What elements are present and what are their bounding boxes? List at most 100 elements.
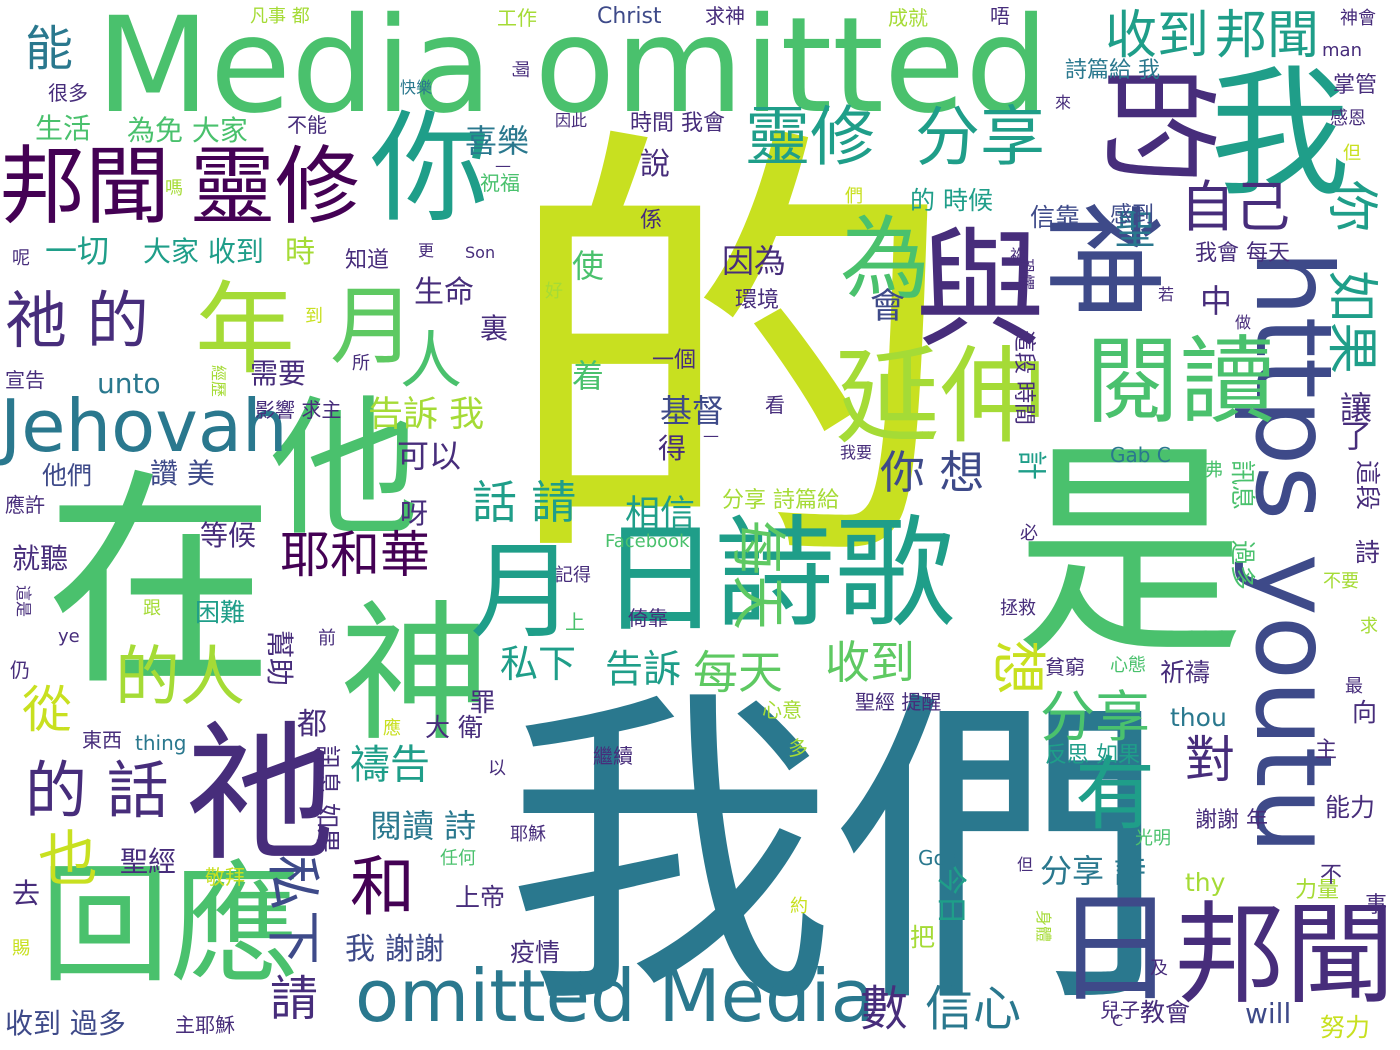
cloud-word: 心態: [1110, 655, 1146, 676]
cloud-word: 時: [285, 235, 315, 270]
cloud-word: Facebook: [605, 531, 690, 552]
cloud-word: 能: [25, 21, 74, 77]
cloud-word: 人: [400, 324, 463, 397]
cloud-word: 私下: [261, 855, 325, 966]
cloud-word: 耶穌: [510, 824, 546, 845]
cloud-word: 係: [640, 208, 663, 233]
cloud-word: 靈修: [745, 100, 876, 175]
cloud-word: 邦聞: [0, 138, 171, 237]
cloud-word: 我要: [840, 443, 873, 462]
cloud-word: 話 請: [472, 476, 577, 529]
cloud-word: 訊息 如果: [313, 745, 342, 853]
cloud-word: 日: [600, 510, 720, 649]
cloud-word: 祢: [1010, 246, 1027, 265]
cloud-word: ye: [58, 626, 80, 647]
cloud-word: 工作: [497, 6, 537, 30]
cloud-word: 的: [500, 92, 960, 627]
cloud-word: 謝謝 年: [1195, 808, 1268, 833]
cloud-word: Gab C: [1110, 443, 1171, 467]
cloud-word: 聖經 提醒: [855, 690, 942, 714]
cloud-word: 東西: [82, 728, 122, 752]
cloud-word: 主耶穌: [175, 1013, 235, 1037]
cloud-word: 從: [22, 681, 72, 739]
cloud-word: 分享 詩: [1040, 852, 1147, 890]
cloud-word: thy: [1185, 868, 1226, 897]
cloud-word: 應: [383, 718, 401, 739]
cloud-word: 對: [1185, 731, 1235, 789]
cloud-word: 為: [840, 207, 930, 312]
cloud-word: 不要: [1323, 571, 1359, 592]
cloud-word: 聖: [1115, 207, 1155, 253]
cloud-word: 為免 大家: [127, 114, 248, 147]
cloud-word: 求: [1360, 616, 1378, 637]
cloud-word: 向: [1352, 698, 1378, 727]
cloud-word: 經歷: [209, 365, 228, 398]
cloud-word: 因為: [722, 242, 787, 280]
cloud-word: 分享: [915, 100, 1046, 175]
cloud-word: 努力: [1320, 1013, 1371, 1042]
cloud-word: 快樂: [400, 78, 433, 97]
cloud-word: 過多: [1228, 540, 1257, 591]
cloud-word: 啊: [509, 60, 530, 78]
cloud-word: 影響 求主: [255, 398, 342, 422]
cloud-word: 生命: [414, 275, 474, 310]
cloud-word: 聖經: [120, 845, 177, 878]
cloud-word: 得: [658, 432, 687, 465]
cloud-word: 基督: [660, 392, 725, 430]
cloud-word: 反思 如果: [1045, 743, 1140, 768]
cloud-word: 很多: [48, 81, 88, 105]
cloud-word: 我會 每天: [1195, 241, 1290, 266]
cloud-word: unto: [97, 367, 161, 400]
cloud-word: 想: [986, 640, 1050, 696]
cloud-word: 詩: [1355, 538, 1381, 567]
cloud-word: 閱讀: [1085, 327, 1276, 437]
cloud-word: 貧窮: [1045, 655, 1085, 679]
cloud-word: 若: [1158, 285, 1175, 304]
cloud-word: 罪: [470, 688, 496, 717]
cloud-word: 需要: [250, 357, 307, 390]
cloud-word: 把: [910, 923, 936, 952]
cloud-word: 了: [1340, 417, 1373, 455]
cloud-word: 收到: [1105, 6, 1210, 66]
cloud-word: —: [495, 156, 511, 175]
cloud-word: 耶和華: [280, 526, 430, 584]
cloud-word: 嗎: [165, 178, 183, 199]
cloud-word: 時間 我會: [630, 111, 725, 136]
cloud-word: 最: [1345, 676, 1363, 697]
cloud-word: 的人: [115, 640, 246, 715]
cloud-word: 好: [545, 281, 563, 302]
cloud-word: 靈修: [190, 138, 361, 237]
cloud-word: 感到: [1110, 203, 1155, 228]
cloud-word: 因此: [555, 111, 588, 130]
cloud-word: 數: [860, 981, 909, 1037]
cloud-word: 這是: [14, 585, 33, 618]
cloud-word: 喜樂: [465, 122, 530, 160]
cloud-word: C: [1112, 1011, 1124, 1030]
cloud-word: 讚 美: [150, 457, 215, 490]
cloud-word: 訊息: [1228, 460, 1257, 511]
cloud-word: 祝福: [480, 171, 520, 195]
cloud-word: 這段: [1353, 460, 1382, 511]
cloud-word: 大家 收到: [143, 235, 264, 268]
cloud-word: Christ: [597, 4, 662, 29]
cloud-word: 上: [565, 610, 585, 634]
cloud-word: 約: [790, 896, 808, 917]
cloud-word: 我 謝謝: [345, 932, 445, 967]
cloud-word: 光明: [1135, 828, 1171, 849]
cloud-word: 成就: [888, 6, 928, 30]
cloud-word: 是: [1015, 421, 1246, 688]
cloud-word: 信心: [925, 981, 1022, 1037]
cloud-word: 月: [330, 278, 416, 377]
cloud-word: 在: [45, 451, 276, 718]
cloud-word: 上帝: [455, 883, 506, 912]
cloud-word: 教會: [1140, 998, 1191, 1027]
cloud-word: thing: [135, 731, 187, 755]
cloud-word: 到: [305, 306, 323, 327]
cloud-word: 感恩: [1330, 108, 1366, 129]
cloud-word: 兒子: [1100, 998, 1140, 1022]
cloud-word: 必: [1020, 523, 1038, 544]
cloud-word: 日: [1055, 880, 1175, 1019]
cloud-word: 掌管: [1333, 73, 1378, 98]
cloud-word: omitted Media: [355, 954, 875, 1038]
cloud-word: 可以: [397, 437, 462, 475]
